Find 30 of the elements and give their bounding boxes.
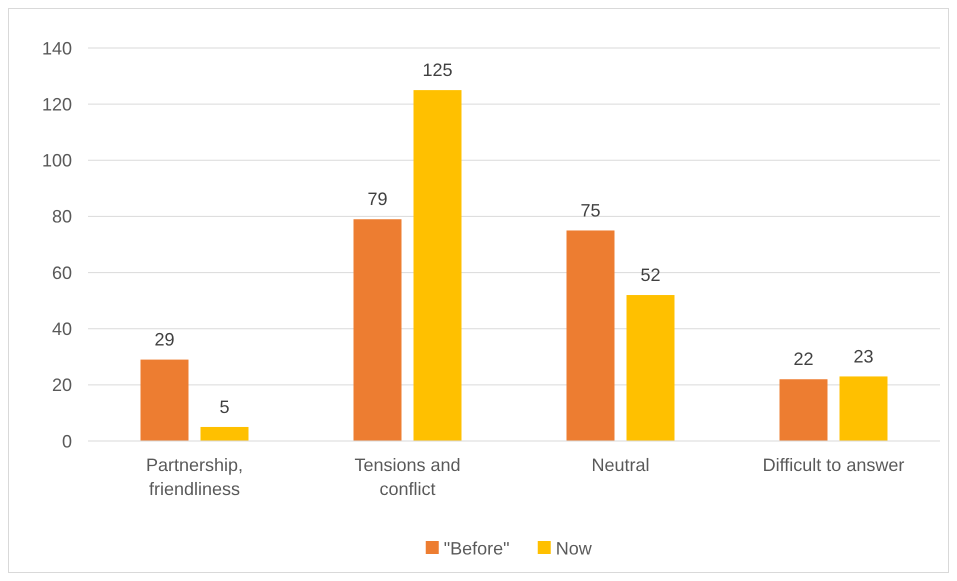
y-tick-label: 100 xyxy=(42,150,72,171)
y-tick-label: 60 xyxy=(52,262,72,283)
data-label: 125 xyxy=(422,60,453,80)
bar xyxy=(200,426,248,441)
x-tick-label: Neutral xyxy=(591,455,650,475)
bar xyxy=(840,376,888,441)
x-tick-label: Tensions and conflict xyxy=(354,455,461,499)
data-label: 79 xyxy=(367,189,388,210)
bar xyxy=(566,230,614,441)
bar xyxy=(414,90,462,441)
bar xyxy=(140,360,188,441)
y-tick-label: 40 xyxy=(52,319,72,340)
y-tick-label: 0 xyxy=(62,431,72,452)
data-label: 75 xyxy=(580,200,601,220)
y-tick-label: 140 xyxy=(42,38,72,58)
bar xyxy=(354,219,402,441)
data-label: 52 xyxy=(640,265,661,286)
y-tick-label: 120 xyxy=(42,94,72,114)
y-tick-label: 80 xyxy=(52,206,72,227)
data-label: 5 xyxy=(219,396,230,417)
data-label: 22 xyxy=(793,349,814,370)
x-tick-label: Partnership, friendliness xyxy=(146,455,244,499)
legend-label: Now xyxy=(556,538,593,558)
bar xyxy=(626,295,674,441)
bar xyxy=(780,379,828,441)
data-label: 23 xyxy=(853,346,874,366)
y-tick-label: 20 xyxy=(52,375,72,396)
x-tick-label: Difficult to answer xyxy=(762,455,904,475)
legend-label: "Before" xyxy=(444,538,510,558)
data-label: 29 xyxy=(154,330,175,350)
